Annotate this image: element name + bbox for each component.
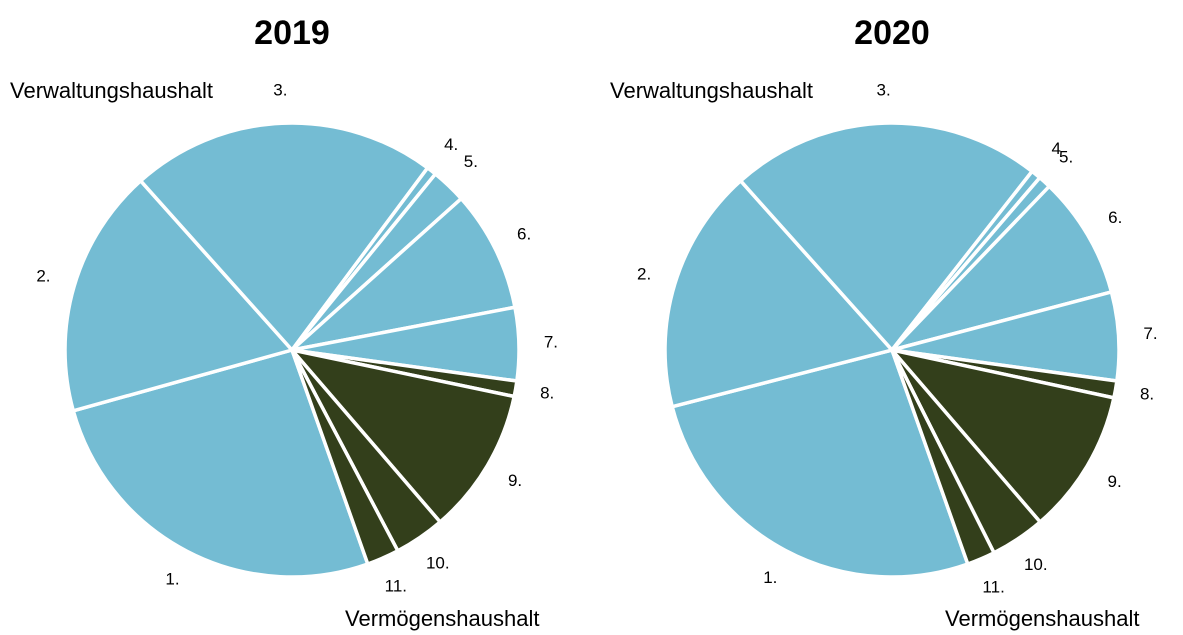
pie-slice xyxy=(670,348,970,579)
annotation: Vermögenshaushalt xyxy=(945,606,1139,631)
chart-title: 2019 xyxy=(254,14,330,52)
pie-slice xyxy=(290,348,400,566)
pie-slice xyxy=(663,179,894,409)
slice-label: 3. xyxy=(876,81,890,100)
slice-label: 9. xyxy=(1108,472,1122,491)
pie-slice xyxy=(890,348,996,566)
slice-label: 4. xyxy=(444,135,458,154)
pie-slice xyxy=(290,348,516,524)
slice-label: 2. xyxy=(637,264,651,283)
slice-label: 11. xyxy=(982,578,1004,597)
slice-label: 4 xyxy=(1052,139,1061,158)
pie-slice xyxy=(71,348,370,579)
pie-slice xyxy=(290,196,517,352)
slice-label: 1. xyxy=(165,569,179,588)
slice-label: 9. xyxy=(508,471,522,490)
slice-label: 5. xyxy=(464,152,478,171)
pie-slice xyxy=(890,184,1114,352)
slice-label: 6. xyxy=(517,225,531,244)
slice-label: 7. xyxy=(1143,324,1157,343)
annotation: Verwaltungshaushalt xyxy=(610,78,813,103)
slice-label: 6. xyxy=(1108,208,1122,227)
annotation: Vermögenshaushalt xyxy=(345,606,539,631)
slice-label: 10. xyxy=(426,554,450,573)
slice-label: 11. xyxy=(385,577,407,596)
pie-slice xyxy=(738,121,1034,352)
annotation: Verwaltungshaushalt xyxy=(10,78,213,103)
slice-label: 1. xyxy=(763,568,777,587)
pie-slice xyxy=(63,179,294,413)
slice-label: 3. xyxy=(273,81,287,100)
pie-slice xyxy=(138,121,430,352)
slice-label: 5. xyxy=(1059,148,1073,167)
slice-label: 2. xyxy=(36,267,50,286)
slice-label: 10. xyxy=(1024,555,1048,574)
slice-label: 8. xyxy=(1140,385,1154,404)
slice-label: 7. xyxy=(544,333,558,352)
chart-title: 2020 xyxy=(854,14,930,52)
pie-slice xyxy=(890,348,1116,524)
slice-label: 8. xyxy=(540,384,554,403)
